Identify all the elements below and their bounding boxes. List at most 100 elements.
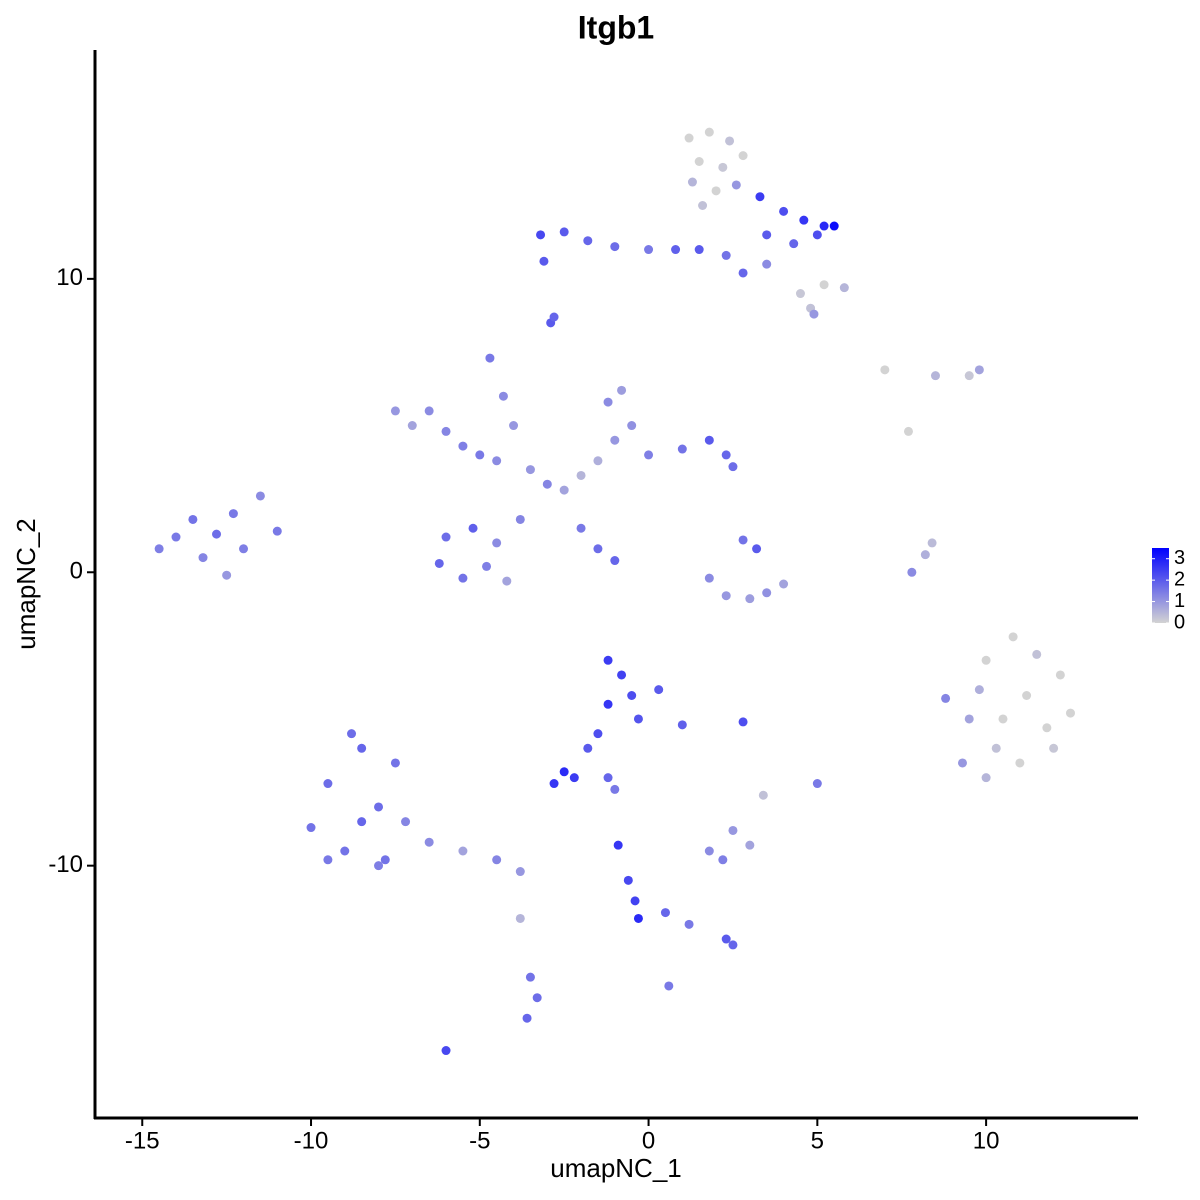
point [779,579,789,589]
point [755,192,765,202]
point [424,406,434,416]
point [711,186,721,196]
point [974,365,984,375]
point [687,177,697,187]
point [549,312,559,322]
point [374,861,384,871]
point [509,421,519,431]
point [610,556,620,566]
point [515,867,525,877]
point [738,535,748,545]
point [654,685,664,695]
point [623,875,633,885]
point [762,259,772,269]
point [536,230,546,240]
point [799,215,809,225]
point [475,450,485,460]
point [515,514,525,524]
point [154,544,164,554]
point [576,470,586,480]
point [255,491,265,501]
point [964,714,974,724]
point [731,180,741,190]
point [222,570,232,580]
point [522,1013,532,1023]
point [434,558,444,568]
colorbar-label: 2 [1174,568,1185,590]
chart-title: Itgb1 [578,9,654,45]
point [198,553,208,563]
point [613,840,623,850]
point [664,981,674,991]
point [633,714,643,724]
point [677,720,687,730]
point [991,743,1001,753]
point [498,391,508,401]
point [684,919,694,929]
point [401,817,411,827]
point [633,913,643,923]
point [1015,758,1025,768]
point [357,743,367,753]
point [390,758,400,768]
point [1049,743,1059,753]
colorbar [1152,548,1169,623]
point [525,465,535,475]
point [539,256,549,266]
points [154,127,1075,1056]
point [441,426,451,436]
point [583,743,593,753]
point [728,940,738,950]
point [340,846,350,856]
point [458,441,468,451]
point [789,239,799,249]
point [1042,723,1052,733]
point [920,550,930,560]
point [1055,670,1065,680]
point [718,855,728,865]
point [694,156,704,166]
point [981,655,991,665]
point [492,456,502,466]
point [603,655,613,665]
point [762,230,772,240]
point [819,280,829,290]
point [644,450,654,460]
point [721,450,731,460]
point [468,523,478,533]
point [603,773,613,783]
point [745,594,755,604]
point [525,972,535,982]
point [458,573,468,583]
point [492,538,502,548]
point [390,406,400,416]
point [485,353,495,363]
point [593,456,603,466]
point [357,817,367,827]
point [684,133,694,143]
point [610,242,620,252]
y-axis-title: umapNC_2 [11,518,41,650]
point [1032,649,1042,659]
point [1022,690,1032,700]
colorbar-label: 1 [1174,590,1185,612]
point [212,529,222,539]
point [728,462,738,472]
point [1008,632,1018,642]
point [617,385,627,395]
point [593,544,603,554]
x-axis-title: umapNC_1 [550,1153,682,1183]
point [593,729,603,739]
x-tick-label: 0 [642,1127,655,1154]
point [718,162,728,172]
point [323,779,333,789]
point [603,699,613,709]
point [441,1046,451,1056]
point [698,201,708,211]
point [627,421,637,431]
point [752,544,762,554]
point [981,773,991,783]
point [458,846,468,856]
x-tick-label: -15 [125,1127,160,1154]
y-tick-label: 0 [70,558,83,585]
